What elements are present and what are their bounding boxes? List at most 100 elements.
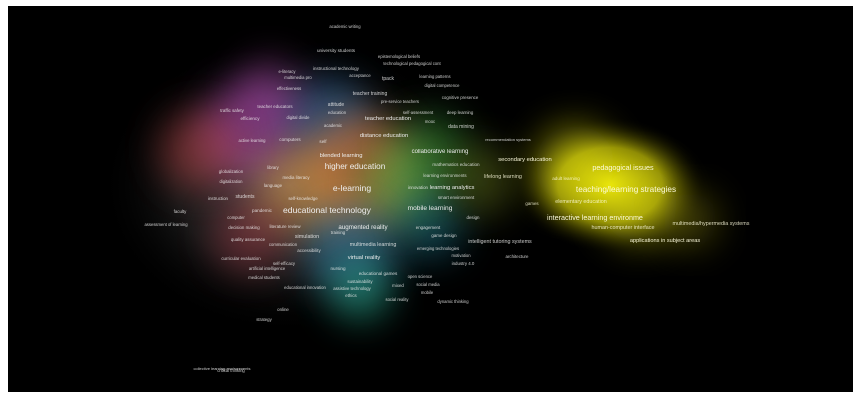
term-label[interactable]: communication [269, 242, 298, 247]
term-label[interactable]: teacher education [365, 116, 411, 122]
term-label[interactable]: secondary education [498, 157, 552, 163]
term-label[interactable]: digitalization [219, 179, 243, 184]
term-label[interactable]: collaborative learning [412, 149, 469, 155]
term-label[interactable]: social reality [385, 297, 409, 302]
term-label[interactable]: adult learning [552, 176, 580, 181]
term-label[interactable]: teaching/learning strategies [576, 185, 676, 194]
term-label[interactable]: games [525, 201, 539, 206]
term-label[interactable]: active learning [238, 138, 266, 143]
term-label[interactable]: emerging technologies [417, 246, 459, 251]
term-label[interactable]: learning analytics [430, 185, 475, 191]
term-label[interactable]: efficiency [240, 116, 260, 121]
term-label[interactable]: self-assessment [403, 110, 434, 115]
term-label[interactable]: effectiveness [277, 86, 301, 91]
term-label[interactable]: teacher training [353, 91, 388, 97]
term-label[interactable]: learning patterns [419, 74, 450, 79]
term-label[interactable]: deep learning [447, 110, 474, 115]
term-label[interactable]: curricular evaluation [221, 256, 261, 261]
term-label[interactable]: cognitive presence [442, 95, 479, 100]
term-label[interactable]: instructional technology [313, 66, 360, 71]
term-label[interactable]: self-knowledge [288, 196, 318, 201]
term-label[interactable]: globalization [219, 169, 244, 174]
term-label[interactable]: lifelong learning [484, 174, 522, 180]
term-label[interactable]: distance education [360, 133, 408, 139]
term-label[interactable]: industry 4.0 [452, 261, 475, 266]
term-label[interactable]: decision making [228, 225, 260, 230]
term-label[interactable]: artificial intelligence [249, 266, 286, 271]
term-label[interactable]: self [319, 139, 327, 144]
term-label[interactable]: applications in subject areas [630, 238, 700, 244]
term-label[interactable]: multimedia learning [350, 242, 397, 248]
term-label[interactable]: educational innovation [284, 285, 326, 290]
term-label[interactable]: academic writing [329, 24, 361, 29]
term-label[interactable]: language [264, 183, 283, 188]
term-label[interactable]: innovation [408, 185, 429, 190]
term-label[interactable]: blended learning [320, 153, 363, 159]
term-label[interactable]: tpack [382, 76, 394, 82]
term-label[interactable]: academic [324, 123, 342, 128]
term-label[interactable]: design [467, 215, 480, 220]
term-label[interactable]: pandemic [252, 208, 273, 213]
term-label[interactable]: learning environments [423, 173, 467, 178]
term-label[interactable]: traffic safety [220, 108, 244, 113]
term-label[interactable]: university students [317, 48, 356, 53]
term-label[interactable]: education [328, 110, 347, 115]
term-label[interactable]: library [267, 165, 279, 170]
term-label[interactable]: nursing [330, 266, 346, 271]
term-label[interactable]: mooc [425, 119, 435, 124]
term-label[interactable]: intelligent tutoring systems [468, 239, 532, 245]
term-label[interactable]: digital competence [425, 83, 461, 88]
term-label[interactable]: smart environment [438, 195, 475, 200]
term-label[interactable]: pedagogical issues [592, 163, 654, 172]
term-label[interactable]: strategy [256, 317, 272, 322]
term-label[interactable]: mobile [421, 290, 434, 295]
term-label[interactable]: accessibility [297, 248, 321, 253]
term-label[interactable]: epistemological beliefs [378, 54, 420, 59]
term-label[interactable]: assessment of learning [144, 222, 188, 227]
term-label[interactable]: multimedia/hypermedia systems [673, 221, 750, 227]
term-label[interactable]: elementary education [555, 199, 607, 205]
term-label[interactable]: dynamic thinking [437, 299, 469, 304]
term-label[interactable]: technological pedagogical cont [383, 61, 441, 66]
term-label[interactable]: sustainability [347, 279, 373, 284]
term-label[interactable]: mixed [392, 283, 404, 288]
term-label[interactable]: recommendation systems [485, 137, 531, 142]
term-label[interactable]: engagement [416, 225, 441, 230]
term-label[interactable]: mobile learning [408, 205, 453, 212]
term-label[interactable]: instruction [208, 196, 229, 201]
term-label[interactable]: e-learning [333, 183, 371, 193]
term-label[interactable]: computers [279, 137, 301, 142]
term-label[interactable]: self-efficacy [273, 261, 296, 266]
term-label[interactable]: higher education [325, 162, 386, 171]
term-label[interactable]: open science [408, 274, 433, 279]
term-label[interactable]: architecture [506, 254, 529, 259]
term-label[interactable]: critical thinking [217, 368, 245, 373]
term-label[interactable]: educational technology [283, 205, 372, 215]
term-label[interactable]: educational games [359, 271, 398, 276]
term-label[interactable]: ethics [345, 293, 357, 298]
term-label[interactable]: game design [431, 233, 457, 238]
term-label[interactable]: social media [416, 282, 440, 287]
term-label[interactable]: mathematics education [432, 162, 480, 167]
term-label[interactable]: medical students [248, 275, 279, 280]
term-label[interactable]: teacher educators [257, 104, 293, 109]
term-label[interactable]: computer [227, 215, 245, 220]
term-label[interactable]: online [277, 307, 289, 312]
term-label[interactable]: virtual reality [348, 255, 381, 261]
term-label[interactable]: augmented reality [338, 224, 388, 231]
term-label[interactable]: interactive learning environme [547, 213, 643, 222]
term-label[interactable]: e-literacy [279, 69, 297, 74]
term-label[interactable]: motivation [451, 253, 471, 258]
term-label[interactable]: media literacy [282, 175, 310, 180]
term-label[interactable]: assistive technology [333, 286, 371, 291]
term-label[interactable]: faculty [174, 209, 187, 214]
term-label[interactable]: multimedia pro [284, 75, 312, 80]
term-label[interactable]: students [236, 194, 255, 200]
term-label[interactable]: attitude [328, 102, 345, 108]
term-label[interactable]: literature review [270, 224, 302, 229]
term-label[interactable]: pre-service teachers [381, 99, 419, 104]
term-label[interactable]: training [331, 230, 346, 235]
term-label[interactable]: human-computer interface [592, 225, 655, 231]
term-label[interactable]: simulation [295, 234, 319, 240]
term-label[interactable]: data mining [448, 124, 474, 130]
